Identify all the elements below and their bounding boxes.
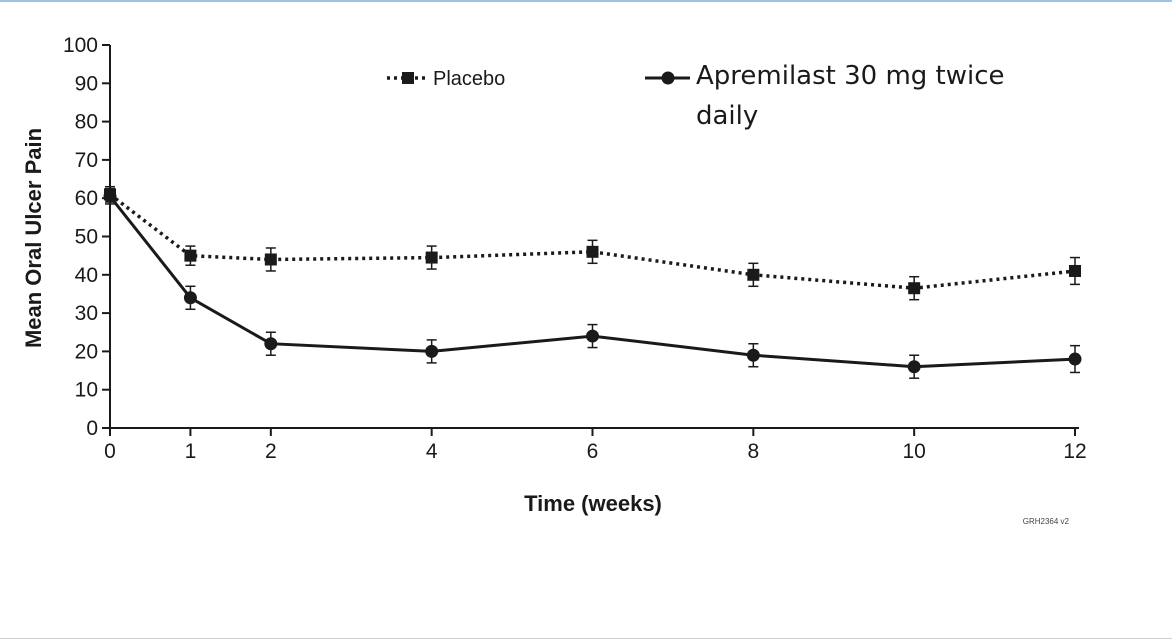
axes <box>109 45 1079 429</box>
placebo-point <box>1069 264 1081 277</box>
y-tick-label: 0 <box>86 417 98 440</box>
legend-placebo-marker <box>402 72 414 84</box>
placebo-point <box>586 245 599 258</box>
y-axis-label: Mean Oral Ulcer Pain <box>21 128 46 348</box>
y-tick-label: 70 <box>75 149 98 172</box>
placebo-point <box>264 253 277 266</box>
legend-apremilast-swatch <box>645 71 690 85</box>
bottom-divider <box>0 638 1172 639</box>
apremilast-point <box>264 337 278 351</box>
apremilast-point <box>1068 352 1082 366</box>
top-divider <box>0 0 1172 2</box>
apremilast-point <box>425 344 439 358</box>
apremilast-point <box>183 291 197 305</box>
x-ticks: 0 1 2 4 6 8 10 12 <box>104 428 1087 463</box>
legend-apremilast-label-line2: daily <box>696 101 758 131</box>
y-ticks: 0 10 20 30 40 50 60 70 80 90 100 <box>63 34 110 440</box>
y-tick-label: 60 <box>75 187 98 210</box>
x-tick-label: 1 <box>185 440 197 463</box>
placebo-line <box>108 193 1076 290</box>
x-tick-label: 6 <box>587 440 599 463</box>
y-tick-label: 30 <box>75 302 98 325</box>
y-tick-label: 80 <box>75 111 98 134</box>
placebo-point <box>747 268 760 281</box>
legend-apremilast-marker <box>661 71 675 85</box>
apremilast-line <box>108 195 1076 369</box>
apremilast-point <box>586 329 599 343</box>
series-placebo <box>104 185 1081 301</box>
x-tick-label: 12 <box>1063 440 1086 463</box>
series-apremilast <box>103 187 1082 379</box>
placebo-point <box>908 282 921 295</box>
y-tick-label: 50 <box>75 226 98 249</box>
apremilast-point <box>746 348 760 362</box>
x-tick-label: 0 <box>104 440 116 463</box>
legend-apremilast-label-line1: Apremilast 30 mg twice <box>696 61 1005 91</box>
x-axis-label: Time (weeks) <box>524 491 662 516</box>
y-tick-label: 100 <box>63 34 98 57</box>
x-tick-label: 4 <box>426 440 438 463</box>
x-tick-label: 10 <box>902 440 925 463</box>
placebo-point <box>425 251 438 264</box>
placebo-point <box>184 249 197 262</box>
y-tick-label: 90 <box>75 72 98 95</box>
legend-placebo-swatch <box>387 72 428 84</box>
x-tick-label: 8 <box>747 440 759 463</box>
y-tick-label: 20 <box>75 340 98 363</box>
apremilast-point <box>907 360 921 374</box>
x-tick-label: 2 <box>265 440 277 463</box>
series-layer <box>103 185 1082 379</box>
y-tick-label: 10 <box>75 379 98 402</box>
legend: Placebo Apremilast 30 mg twice daily <box>387 61 1005 131</box>
apremilast-point <box>103 189 117 203</box>
legend-placebo-label: Placebo <box>433 68 505 90</box>
figure-code: GRH2364 v2 <box>1023 517 1070 526</box>
y-tick-label: 40 <box>75 264 98 287</box>
